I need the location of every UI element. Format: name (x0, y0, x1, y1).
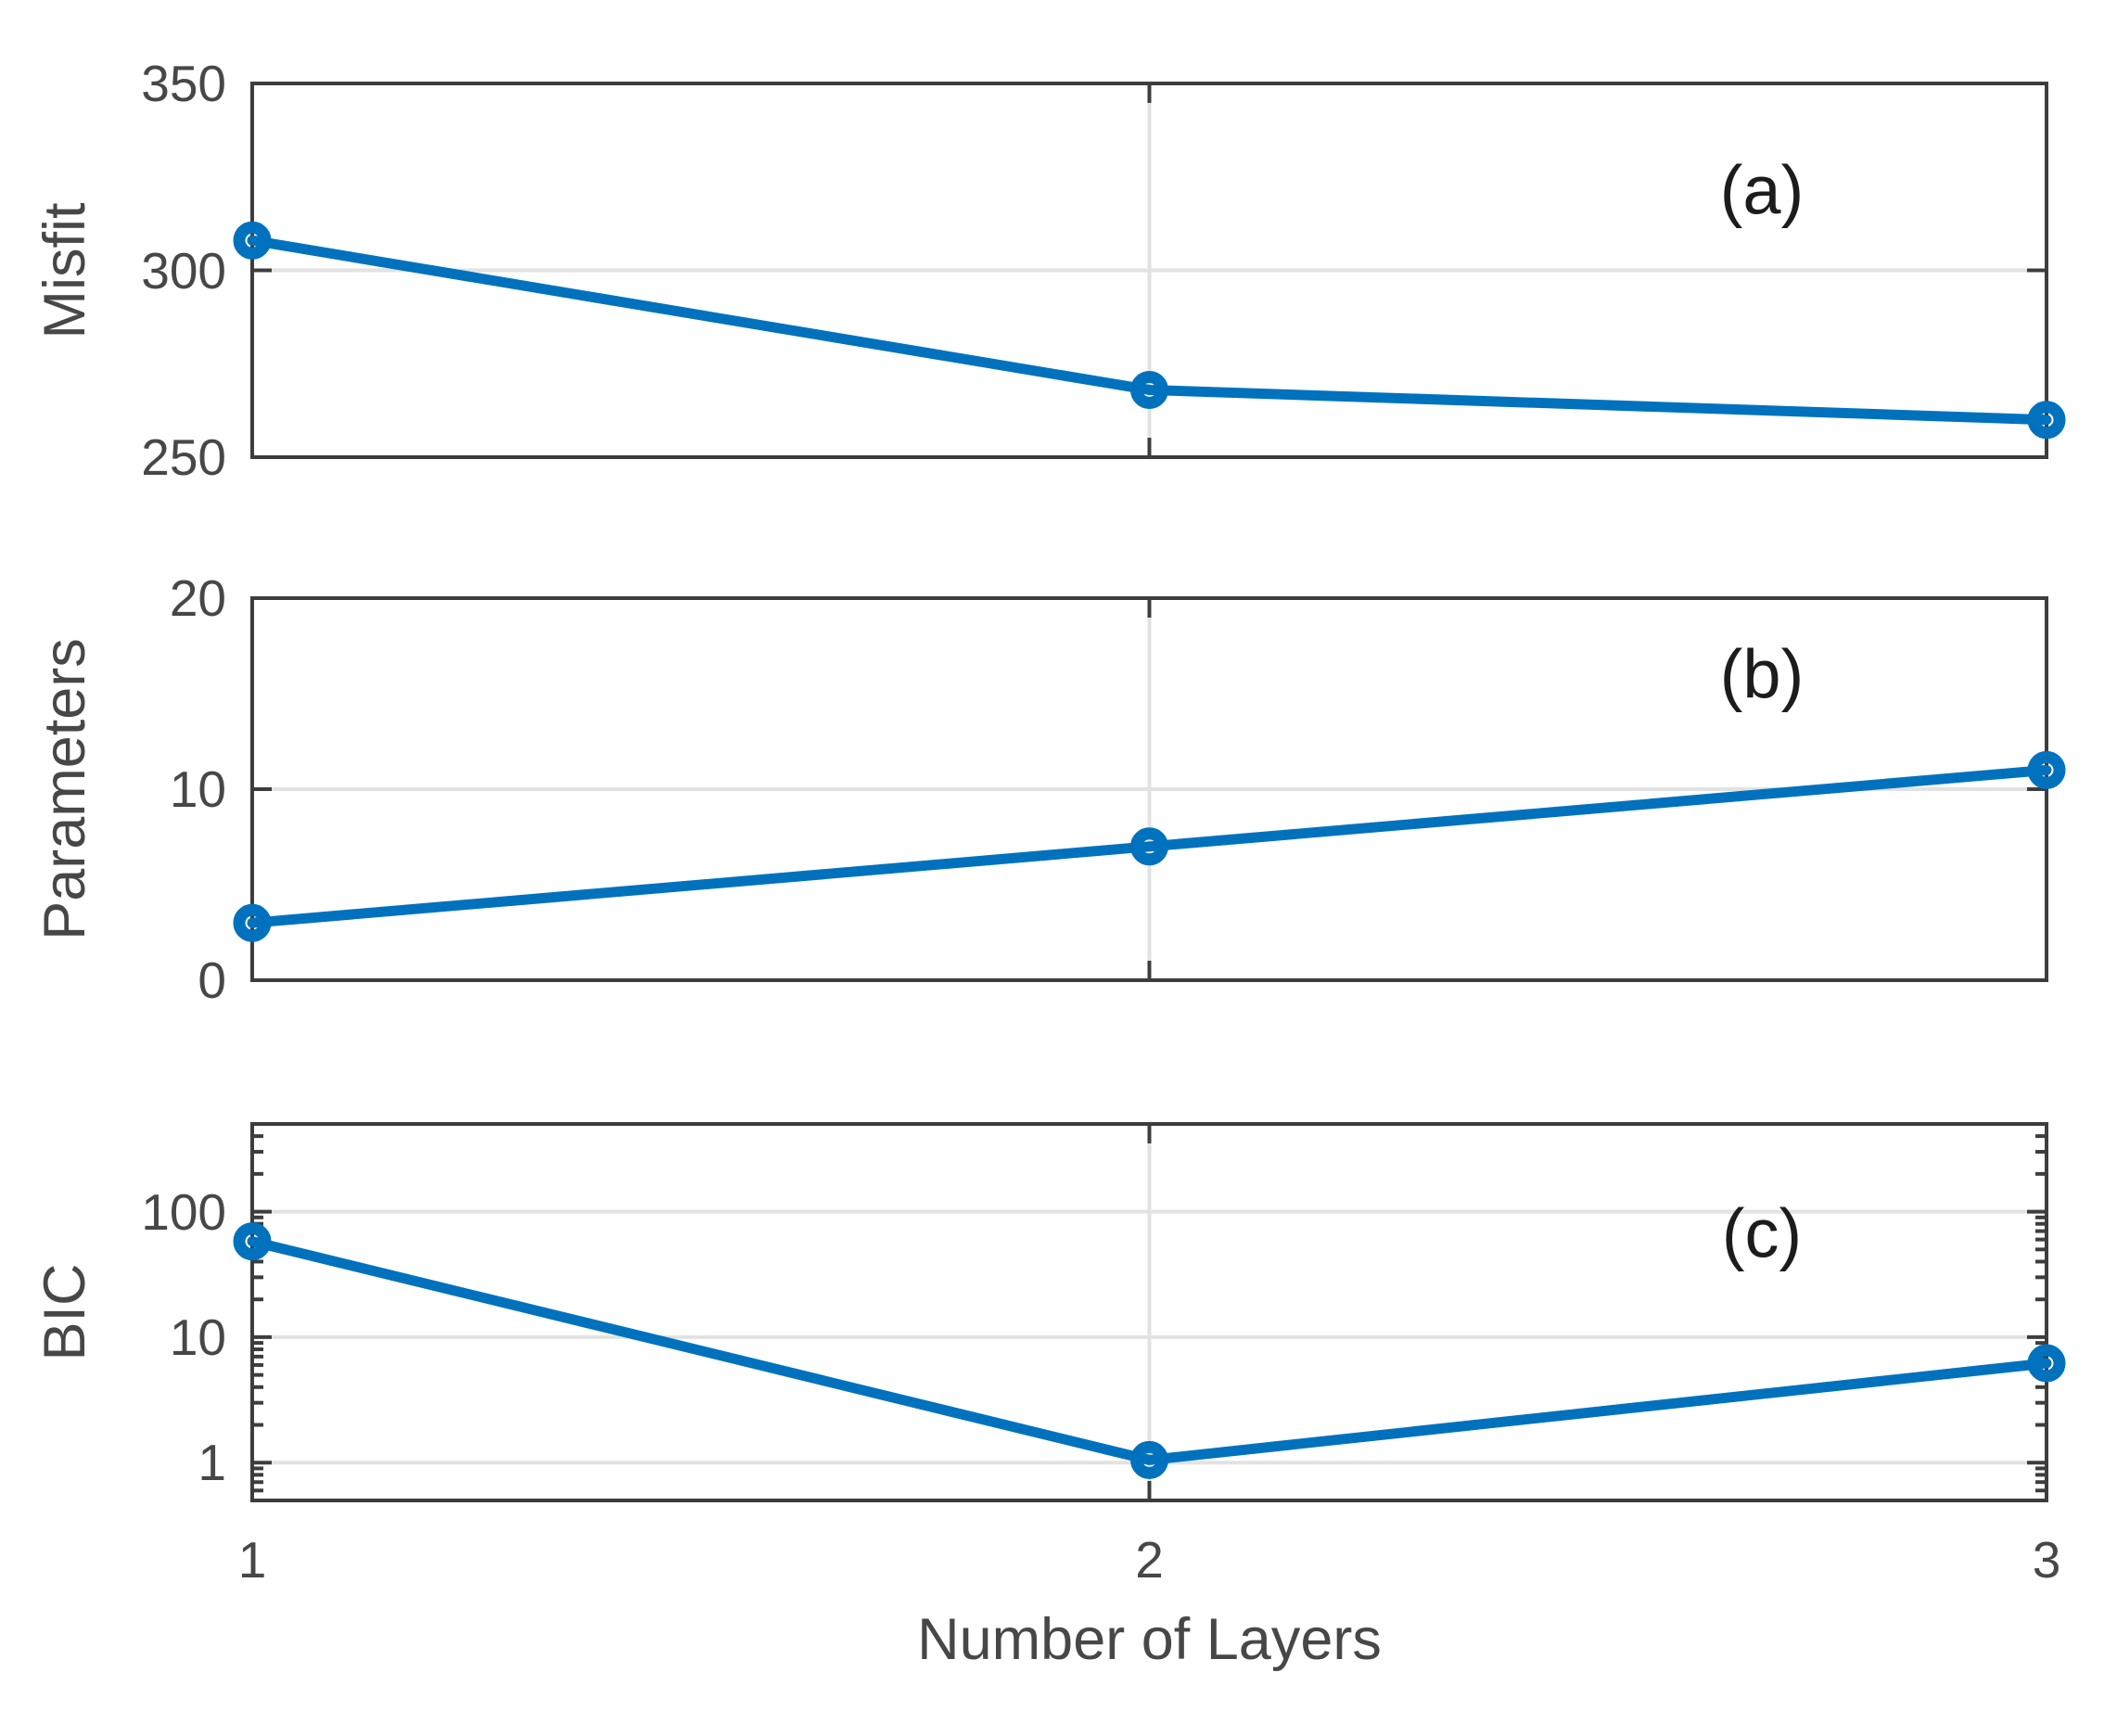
y-axis-label-bic: BIC (32, 1263, 97, 1361)
y-tick-label: 300 (141, 241, 226, 300)
panel-label-a: (a) (1719, 151, 1805, 229)
x-tick-label: 2 (1135, 1531, 1164, 1589)
panel-0-plot (233, 82, 2066, 459)
data-point-marker (2027, 750, 2066, 789)
data-line (247, 764, 2052, 928)
data-point-marker (233, 221, 272, 260)
panel-1-plot (233, 596, 2066, 982)
y-tick-label: 20 (169, 569, 226, 627)
data-point-marker (1130, 1440, 1168, 1479)
x-axis-label: Number of Layers (917, 1607, 1382, 1672)
y-tick-label: 100 (141, 1182, 226, 1241)
x-tick-label: 1 (237, 1531, 267, 1589)
data-line (247, 1236, 2052, 1465)
data-point-marker (2027, 1344, 2066, 1383)
panel-2-plot (233, 1122, 2066, 1502)
data-point-marker (1130, 370, 1168, 409)
y-tick-label: 250 (141, 428, 226, 486)
data-line (247, 235, 2052, 426)
y-tick-label: 10 (169, 1308, 226, 1366)
x-tick-label: 3 (2032, 1531, 2061, 1589)
y-tick-label: 0 (198, 951, 226, 1009)
data-point-marker (1130, 827, 1168, 866)
y-tick-label: 1 (198, 1434, 226, 1492)
y-axis-label-misfit: Misfit (32, 202, 97, 338)
panel-label-c: (c) (1721, 1194, 1803, 1272)
data-point-marker (2027, 401, 2066, 440)
data-point-marker (233, 903, 272, 942)
data-point-marker (233, 1222, 272, 1261)
y-axis-label-parameters: Parameters (32, 638, 97, 940)
panel-label-b: (b) (1719, 635, 1805, 713)
y-tick-label: 10 (169, 760, 226, 818)
y-tick-label: 350 (141, 55, 226, 112)
